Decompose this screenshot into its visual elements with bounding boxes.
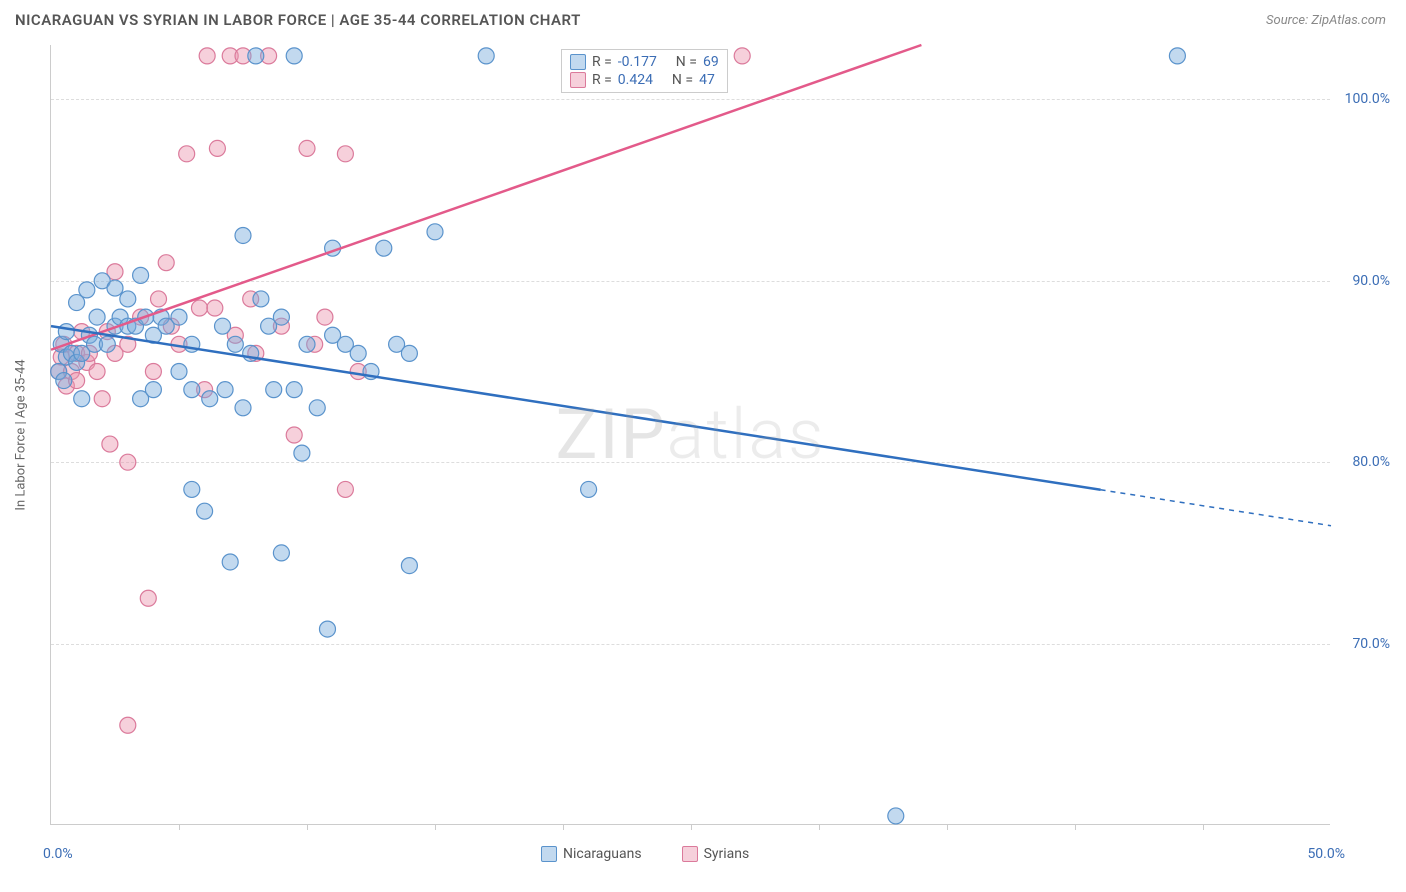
x-tick — [179, 824, 180, 830]
correlation-legend: R = -0.177 N = 69 R = 0.424 N = 47 — [561, 49, 728, 93]
chart-header: NICARAGUAN VS SYRIAN IN LABOR FORCE | AG… — [0, 0, 1406, 40]
series-legend: Nicaraguans Syrians — [541, 846, 749, 862]
swatch-icon — [682, 846, 698, 862]
x-tick — [1203, 824, 1204, 830]
y-tick-label: 70.0% — [1352, 636, 1390, 652]
swatch-icon — [570, 54, 586, 70]
y-tick-label: 90.0% — [1352, 273, 1390, 289]
y-tick-label: 100.0% — [1345, 91, 1390, 107]
legend-row-nicaraguans: R = -0.177 N = 69 — [570, 53, 719, 71]
scatter-chart: In Labor Force | Age 35-44 70.0%80.0%90.… — [50, 45, 1330, 825]
plot-area — [51, 45, 1330, 824]
x-tick — [1075, 824, 1076, 830]
swatch-icon — [541, 846, 557, 862]
x-max-label: 50.0% — [1307, 846, 1345, 862]
swatch-icon — [570, 72, 586, 88]
y-tick-label: 80.0% — [1352, 454, 1390, 470]
x-tick — [307, 824, 308, 830]
legend-row-syrians: R = 0.424 N = 47 — [570, 71, 719, 89]
legend-item-nicaraguans: Nicaraguans — [541, 846, 642, 862]
x-tick — [563, 824, 564, 830]
x-min-label: 0.0% — [43, 846, 73, 862]
source-credit: Source: ZipAtlas.com — [1266, 13, 1386, 28]
x-tick — [819, 824, 820, 830]
x-tick — [435, 824, 436, 830]
legend-item-syrians: Syrians — [682, 846, 750, 862]
x-tick — [691, 824, 692, 830]
y-axis-label: In Labor Force | Age 35-44 — [14, 359, 29, 510]
chart-title: NICARAGUAN VS SYRIAN IN LABOR FORCE | AG… — [15, 11, 581, 29]
x-tick — [947, 824, 948, 830]
